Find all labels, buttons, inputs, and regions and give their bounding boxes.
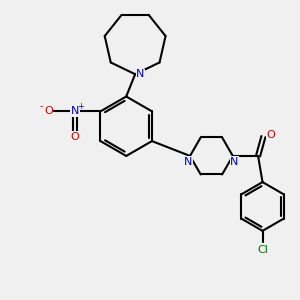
- Text: O: O: [44, 106, 53, 116]
- Text: N: N: [184, 157, 193, 167]
- Text: -: -: [39, 101, 43, 111]
- Text: Cl: Cl: [257, 245, 268, 255]
- Text: +: +: [77, 101, 84, 110]
- Text: N: N: [230, 157, 238, 167]
- Text: N: N: [71, 106, 80, 116]
- Text: O: O: [71, 132, 80, 142]
- Text: N: N: [136, 69, 145, 79]
- Text: O: O: [266, 130, 275, 140]
